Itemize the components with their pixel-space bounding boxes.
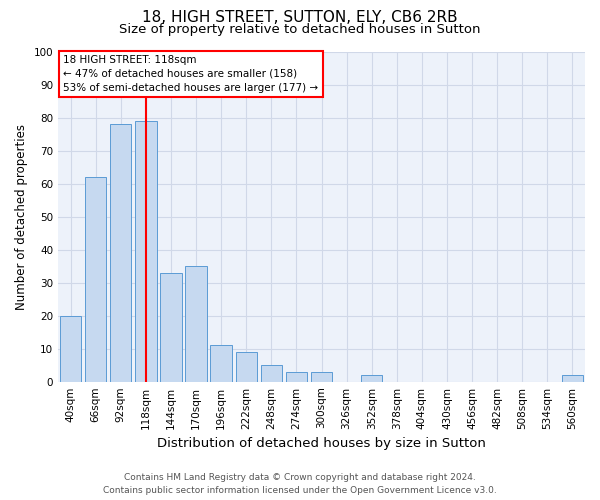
Text: Size of property relative to detached houses in Sutton: Size of property relative to detached ho… <box>119 22 481 36</box>
Text: 18, HIGH STREET, SUTTON, ELY, CB6 2RB: 18, HIGH STREET, SUTTON, ELY, CB6 2RB <box>142 10 458 25</box>
Bar <box>260 365 282 382</box>
Text: 18 HIGH STREET: 118sqm
← 47% of detached houses are smaller (158)
53% of semi-de: 18 HIGH STREET: 118sqm ← 47% of detached… <box>64 55 319 93</box>
Bar <box>311 372 332 382</box>
Bar <box>361 375 382 382</box>
Bar <box>85 177 106 382</box>
Bar <box>185 266 207 382</box>
Bar <box>562 375 583 382</box>
X-axis label: Distribution of detached houses by size in Sutton: Distribution of detached houses by size … <box>157 437 486 450</box>
Bar <box>211 346 232 382</box>
Text: Contains HM Land Registry data © Crown copyright and database right 2024.
Contai: Contains HM Land Registry data © Crown c… <box>103 473 497 495</box>
Bar <box>60 316 81 382</box>
Bar <box>110 124 131 382</box>
Y-axis label: Number of detached properties: Number of detached properties <box>15 124 28 310</box>
Bar <box>236 352 257 382</box>
Bar <box>160 272 182 382</box>
Bar <box>135 121 157 382</box>
Bar <box>286 372 307 382</box>
